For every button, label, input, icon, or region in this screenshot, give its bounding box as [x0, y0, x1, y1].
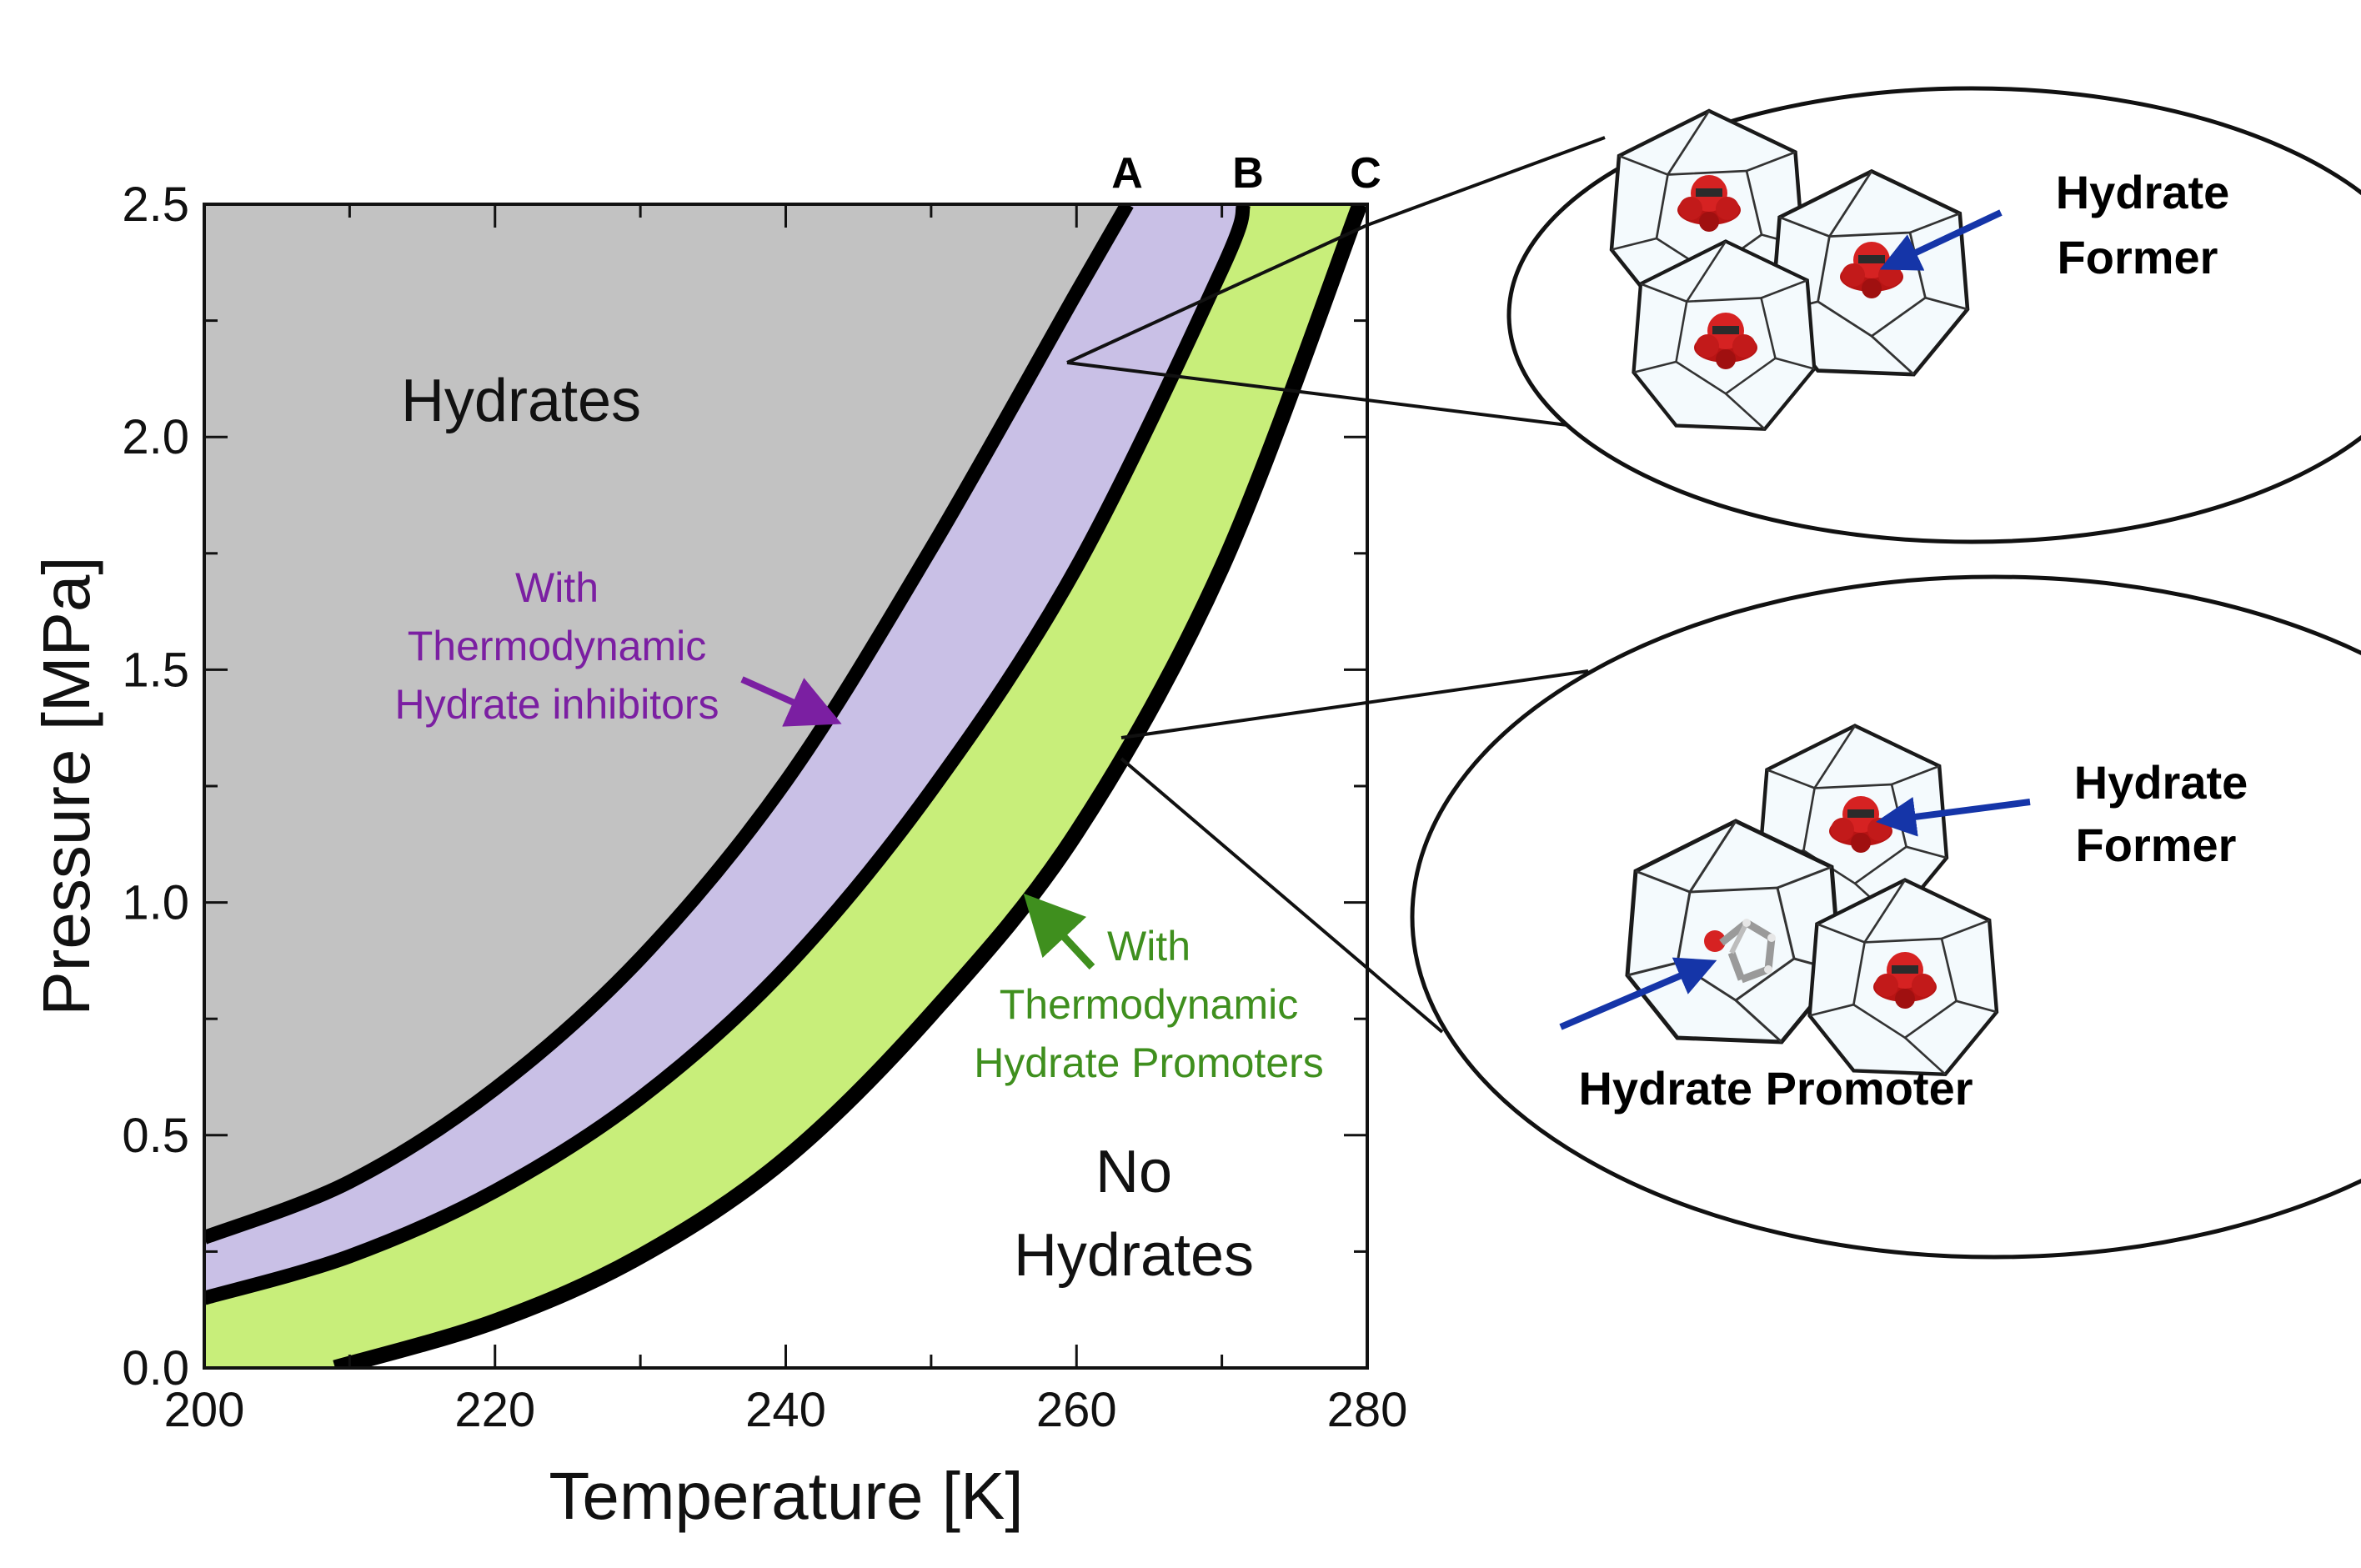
equilibrium-curve-a	[204, 204, 1134, 1245]
curve-label-c: C	[1350, 149, 1381, 198]
hydrate-former-arrow-bottom	[1876, 797, 2031, 837]
axis-ticks	[203, 203, 1369, 1370]
promoter-note-line-1: With	[1107, 923, 1191, 969]
connector-bottom-upper	[1120, 669, 1589, 739]
hydrate-former-label-top-line-1: Hydrate	[2056, 166, 2230, 218]
y-tick-label: 2.5	[122, 178, 189, 232]
equilibrium-curve-b	[204, 204, 1251, 1305]
promoter-arrow	[1023, 893, 1095, 970]
y-tick-label: 0.0	[122, 1341, 189, 1395]
inhibitor-note-line-1: With	[515, 564, 599, 611]
curve-label-b: B	[1232, 149, 1264, 198]
x-tick-label: 220	[454, 1383, 535, 1437]
promoter-note-line-2: Thermodynamic	[1000, 981, 1298, 1028]
inset-connectors	[1066, 136, 1606, 1034]
hydrate-former-label-bottom-line-1: Hydrate	[2074, 756, 2248, 809]
y-tick-label: 1.0	[122, 876, 189, 930]
connector-top-lower	[1066, 361, 1568, 427]
promoter-annotation: With Thermodynamic Hydrate Promoters	[974, 893, 1324, 1086]
connector-bottom-lower	[1120, 757, 1444, 1034]
inhibitor-note-line-2: Thermodynamic	[408, 623, 706, 669]
equilibrium-curve-c	[333, 204, 1367, 1368]
hydrate-former-label-top-line-2: Former	[2058, 231, 2218, 283]
y-tick-label: 2.0	[122, 410, 189, 464]
x-axis-title: Temperature [K]	[549, 1459, 1023, 1533]
y-tick-label: 0.5	[122, 1109, 189, 1163]
hydrate-promoter-arrow	[1559, 957, 1717, 1030]
connector-top-middle	[1066, 223, 1368, 364]
phase-diagram-plot: 200 220 240 260 280 0.0 0.5 1.0 1.5 2.0 2.5 Temper…	[29, 149, 1407, 1533]
curve-label-a: A	[1111, 149, 1143, 198]
promoter-note-line-3: Hydrate Promoters	[974, 1039, 1324, 1086]
y-tick-label: 1.5	[122, 643, 189, 697]
hydrate-former-inset: Hydrate Former	[1506, 86, 2361, 544]
axis-tick-labels: 200 220 240 260 280 0.0 0.5 1.0 1.5 2.0 2.5	[122, 178, 1407, 1437]
hydrate-former-label-bottom-line-2: Former	[2076, 819, 2237, 871]
x-tick-label: 240	[745, 1383, 826, 1437]
x-tick-label: 200	[164, 1383, 245, 1437]
inhibitor-note-line-3: Hydrate inhibitors	[394, 681, 719, 728]
x-tick-label: 260	[1036, 1383, 1117, 1437]
hydrate-promoter-label: Hydrate Promoter	[1578, 1062, 1973, 1115]
hydrate-stability-region	[204, 204, 1128, 1238]
hydrate-former-arrow-top	[1879, 209, 2003, 271]
y-axis-title: Pressure [MPa]	[29, 556, 103, 1015]
inhibitor-annotation: With Thermodynamic Hydrate inhibitors	[394, 564, 842, 728]
cage-cluster-bottom	[1627, 726, 1997, 1075]
hydrate-promoter-inset: Hydrate Former Hydrate Promoter	[1410, 574, 2361, 1260]
hydrates-region-label: Hydrates	[401, 368, 641, 434]
inhibitor-arrow	[740, 676, 842, 727]
no-hydrates-label-line-2: Hydrates	[1014, 1222, 1254, 1289]
no-hydrates-label-line-1: No	[1095, 1139, 1172, 1205]
hydrate-promoter-molecule-icon	[1704, 919, 1776, 984]
connector-top-upper	[1366, 136, 1606, 227]
x-tick-label: 280	[1327, 1383, 1408, 1437]
